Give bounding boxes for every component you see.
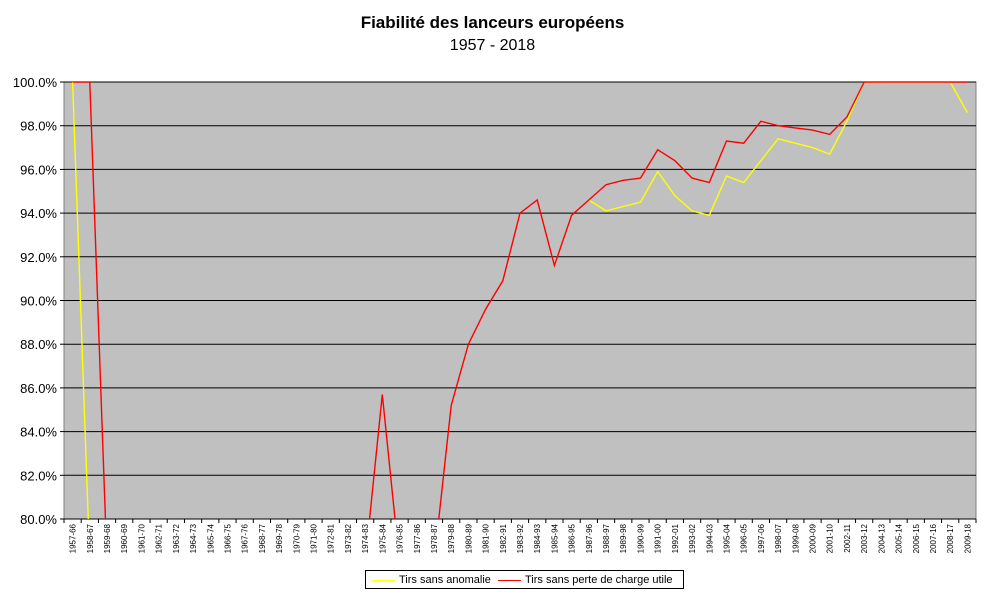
x-tick-label: 1976-85 [396, 523, 405, 553]
x-tick-label: 1961-70 [137, 523, 146, 553]
series-line-2 [72, 82, 107, 519]
x-tick-label: 2007-16 [929, 523, 938, 553]
x-tick-label: 1986-95 [568, 523, 577, 553]
series-line-2 [438, 82, 968, 519]
x-tick-label: 1981-90 [482, 523, 491, 553]
x-tick-label: 2009-18 [963, 523, 972, 553]
x-tick-label: 1974-83 [361, 523, 370, 553]
x-tick-label: 2005-14 [895, 523, 904, 553]
x-tick-label: 2003-12 [860, 523, 869, 553]
legend-label: Tirs sans anomalie [399, 574, 491, 586]
y-tick-label: 84.0% [20, 425, 57, 440]
legend-swatch-yellow [372, 579, 395, 581]
y-tick-label: 96.0% [20, 162, 57, 177]
x-tick-label: 1973-82 [344, 523, 353, 553]
x-tick-label: 1988-97 [602, 523, 611, 553]
x-tick-label: 1971-80 [310, 523, 319, 553]
y-tick-label: 90.0% [20, 294, 57, 309]
series-line-1 [588, 82, 969, 217]
x-tick-label: 1983-92 [516, 523, 525, 553]
x-tick-label: 2004-13 [877, 523, 886, 553]
x-tick-label: 1963-72 [172, 523, 181, 553]
series-line-2 [368, 394, 396, 519]
x-tick-label: 1996-05 [740, 523, 749, 553]
x-tick-label: 1990-99 [636, 523, 645, 553]
x-tick-label: 1972-81 [327, 523, 336, 553]
x-tick-label: 2008-17 [946, 523, 955, 553]
y-tick-label: 80.0% [20, 512, 57, 527]
x-tick-label: 1967-76 [241, 523, 250, 553]
y-tick-label: 94.0% [20, 206, 57, 221]
legend-item-series-2: Tirs sans perte de charge utile [498, 574, 673, 586]
x-tick-label: 1977-86 [413, 523, 422, 553]
legend-item-series-1: Tirs sans anomalie [372, 574, 491, 586]
y-tick-label: 82.0% [20, 468, 57, 483]
x-tick-label: 1965-74 [206, 523, 215, 553]
x-tick-label: 1985-94 [550, 523, 559, 553]
x-tick-label: 1968-77 [258, 523, 267, 553]
x-tick-label: 1959-68 [103, 523, 112, 553]
y-tick-label: 88.0% [20, 337, 57, 352]
x-tick-label: 1962-71 [155, 523, 164, 553]
x-tick-label: 1958-67 [86, 523, 95, 553]
x-tick-label: 2002-11 [843, 523, 852, 552]
x-tick-label: 1969-78 [275, 523, 284, 553]
x-tick-label: 1966-75 [223, 523, 232, 553]
x-tick-label: 2000-09 [809, 523, 818, 553]
x-tick-label: 1999-08 [791, 523, 800, 553]
x-tick-label: 1993-02 [688, 523, 697, 553]
x-tick-label: 1980-89 [464, 523, 473, 553]
x-tick-label: 2006-15 [912, 523, 921, 553]
x-tick-label: 1992-01 [671, 523, 680, 553]
x-tick-label: 1978-87 [430, 523, 439, 553]
y-tick-label: 86.0% [20, 381, 57, 396]
y-tick-label: 100.0% [13, 75, 58, 90]
y-tick-label: 98.0% [20, 119, 57, 134]
x-tick-label: 1982-91 [499, 523, 508, 553]
x-tick-label: 1960-69 [120, 523, 129, 553]
chart-legend: Tirs sans anomalie Tirs sans perte de ch… [365, 570, 684, 589]
x-tick-label: 1994-03 [705, 523, 714, 553]
x-tick-label: 1970-79 [292, 523, 301, 553]
legend-label: Tirs sans perte de charge utile [525, 574, 673, 586]
x-tick-label: 2001-10 [826, 523, 835, 553]
x-tick-label: 1991-00 [654, 523, 663, 553]
x-tick-label: 1979-88 [447, 523, 456, 553]
y-tick-label: 92.0% [20, 250, 57, 265]
x-tick-label: 1998-07 [774, 523, 783, 553]
legend-swatch-red [498, 579, 521, 581]
x-tick-label: 1964-73 [189, 523, 198, 553]
x-tick-label: 1975-84 [378, 523, 387, 553]
x-tick-label: 1984-93 [533, 523, 542, 553]
chart-subtitle: 1957 - 2018 [449, 37, 536, 54]
x-tick-label: 1995-04 [722, 523, 731, 553]
x-tick-label: 1989-98 [619, 523, 628, 553]
x-tick-label: 1987-96 [585, 523, 594, 553]
series-line-1 [71, 82, 89, 519]
chart-title: Fiabilité des lanceurs européens [360, 13, 625, 32]
x-tick-label: 1997-06 [757, 523, 766, 553]
x-tick-label: 1957-66 [69, 523, 78, 553]
